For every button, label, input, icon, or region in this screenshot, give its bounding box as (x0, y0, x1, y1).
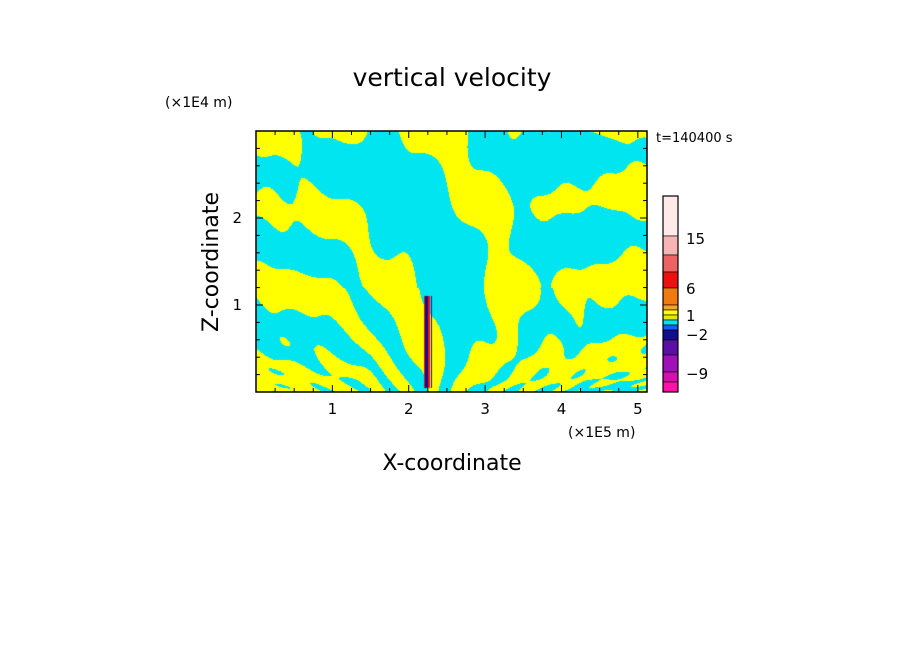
colorbar-swatch (662, 329, 679, 341)
colorbar-swatch (662, 319, 679, 326)
x-tick-label: 4 (557, 400, 567, 418)
x-tick-label: 2 (404, 400, 414, 418)
plot-frame (255, 130, 648, 393)
colorbar-label: 6 (686, 280, 696, 298)
colorbar-frame (662, 195, 679, 393)
x-tick-label: 5 (633, 400, 643, 418)
y-tick-label: 2 (232, 209, 242, 227)
x-tick-label: 3 (480, 400, 490, 418)
colorbar-swatch (662, 339, 679, 356)
colorbar-label: 15 (686, 230, 705, 248)
colorbar-label: 1 (686, 307, 696, 325)
x-tick-label: 1 (328, 400, 338, 418)
colorbar-label: −2 (686, 326, 708, 344)
colorbar-label: −9 (686, 365, 708, 383)
time-label: t=140400 s (656, 131, 733, 146)
y-axis-ticks: 12 (232, 147, 647, 376)
colorbar-swatch (662, 235, 679, 256)
colorbar-swatch (662, 371, 679, 383)
colorbar-swatch (662, 314, 679, 321)
colorbar-swatch (662, 309, 679, 316)
chart-title: vertical velocity (353, 63, 552, 92)
y-axis-label: Z-coordinate (199, 192, 224, 332)
x-axis-ticks: 1 2 3 4 5 (274, 131, 643, 418)
colorbar: 15 6 1−2 −9 (662, 195, 708, 393)
colorbar-swatch (662, 195, 679, 237)
colorbar-swatch (662, 271, 679, 289)
colorbar-swatch (662, 287, 679, 306)
colorbar-swatch (662, 324, 679, 331)
colorbar-swatch (662, 304, 679, 311)
colorbar-swatch (662, 381, 679, 393)
x-axis-label: X-coordinate (382, 451, 521, 476)
heatmap-field (256, 131, 647, 392)
x-unit-label: (×1E5 m) (568, 425, 635, 441)
colorbar-swatch (662, 354, 679, 373)
heatmap-image (256, 131, 647, 392)
colorbar-swatch (662, 254, 679, 273)
z-unit-label: (×1E4 m) (165, 95, 232, 111)
y-tick-label: 1 (232, 296, 242, 314)
